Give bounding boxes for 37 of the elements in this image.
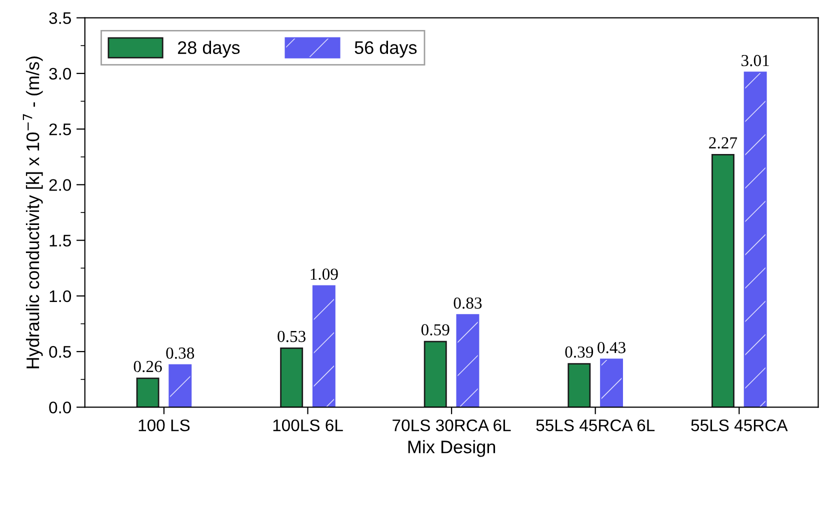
bar bbox=[600, 358, 624, 408]
y-tick-label: 1.0 bbox=[50, 290, 72, 302]
data-label: 0.43 bbox=[598, 342, 626, 354]
x-tick-label: 55LS 45RCA bbox=[691, 419, 788, 432]
bar bbox=[568, 363, 591, 408]
y-tick-label: 2.5 bbox=[49, 123, 71, 136]
y-tick-label: 1.5 bbox=[50, 234, 71, 247]
data-label: 0.59 bbox=[421, 324, 450, 336]
y-tick-label: 2.0 bbox=[49, 179, 72, 191]
bar bbox=[744, 72, 767, 408]
bar bbox=[168, 364, 192, 408]
bar bbox=[424, 340, 447, 408]
y-axis-title: Hydraulic conductivity [k] x 10$^{−7}$ - (m/s) bbox=[22, 56, 43, 368]
x-tick-label: 100LS 6L bbox=[273, 419, 343, 432]
data-label: 0.53 bbox=[278, 330, 306, 342]
bar bbox=[312, 285, 336, 408]
y-tick-label: 0.5 bbox=[49, 346, 71, 358]
data-label: 0.39 bbox=[565, 346, 594, 358]
data-label: 0.38 bbox=[166, 348, 194, 359]
x-axis-title: Mix Design bbox=[408, 440, 496, 457]
y-tick-label: 3.5 bbox=[49, 12, 71, 24]
x-tick-label: 70LS 30RCA 6L bbox=[392, 419, 511, 432]
legend-label: 28 days bbox=[178, 40, 240, 58]
bar bbox=[456, 314, 480, 408]
data-label: 2.27 bbox=[709, 137, 738, 149]
y-tick-label: 0.0 bbox=[49, 402, 72, 414]
x-tick-label: 100 LS bbox=[138, 419, 190, 432]
bar bbox=[136, 378, 160, 408]
data-label: 0.83 bbox=[454, 297, 482, 309]
data-label: 1.09 bbox=[310, 268, 338, 280]
bar bbox=[280, 348, 304, 408]
x-tick-label: 55LS 45RCA 6L bbox=[536, 419, 655, 432]
bar bbox=[711, 154, 734, 408]
data-label: 0.26 bbox=[134, 360, 162, 372]
y-tick-label: 3.0 bbox=[49, 68, 72, 80]
legend-label: 56 days bbox=[354, 40, 417, 58]
data-label: 3.01 bbox=[742, 54, 769, 66]
